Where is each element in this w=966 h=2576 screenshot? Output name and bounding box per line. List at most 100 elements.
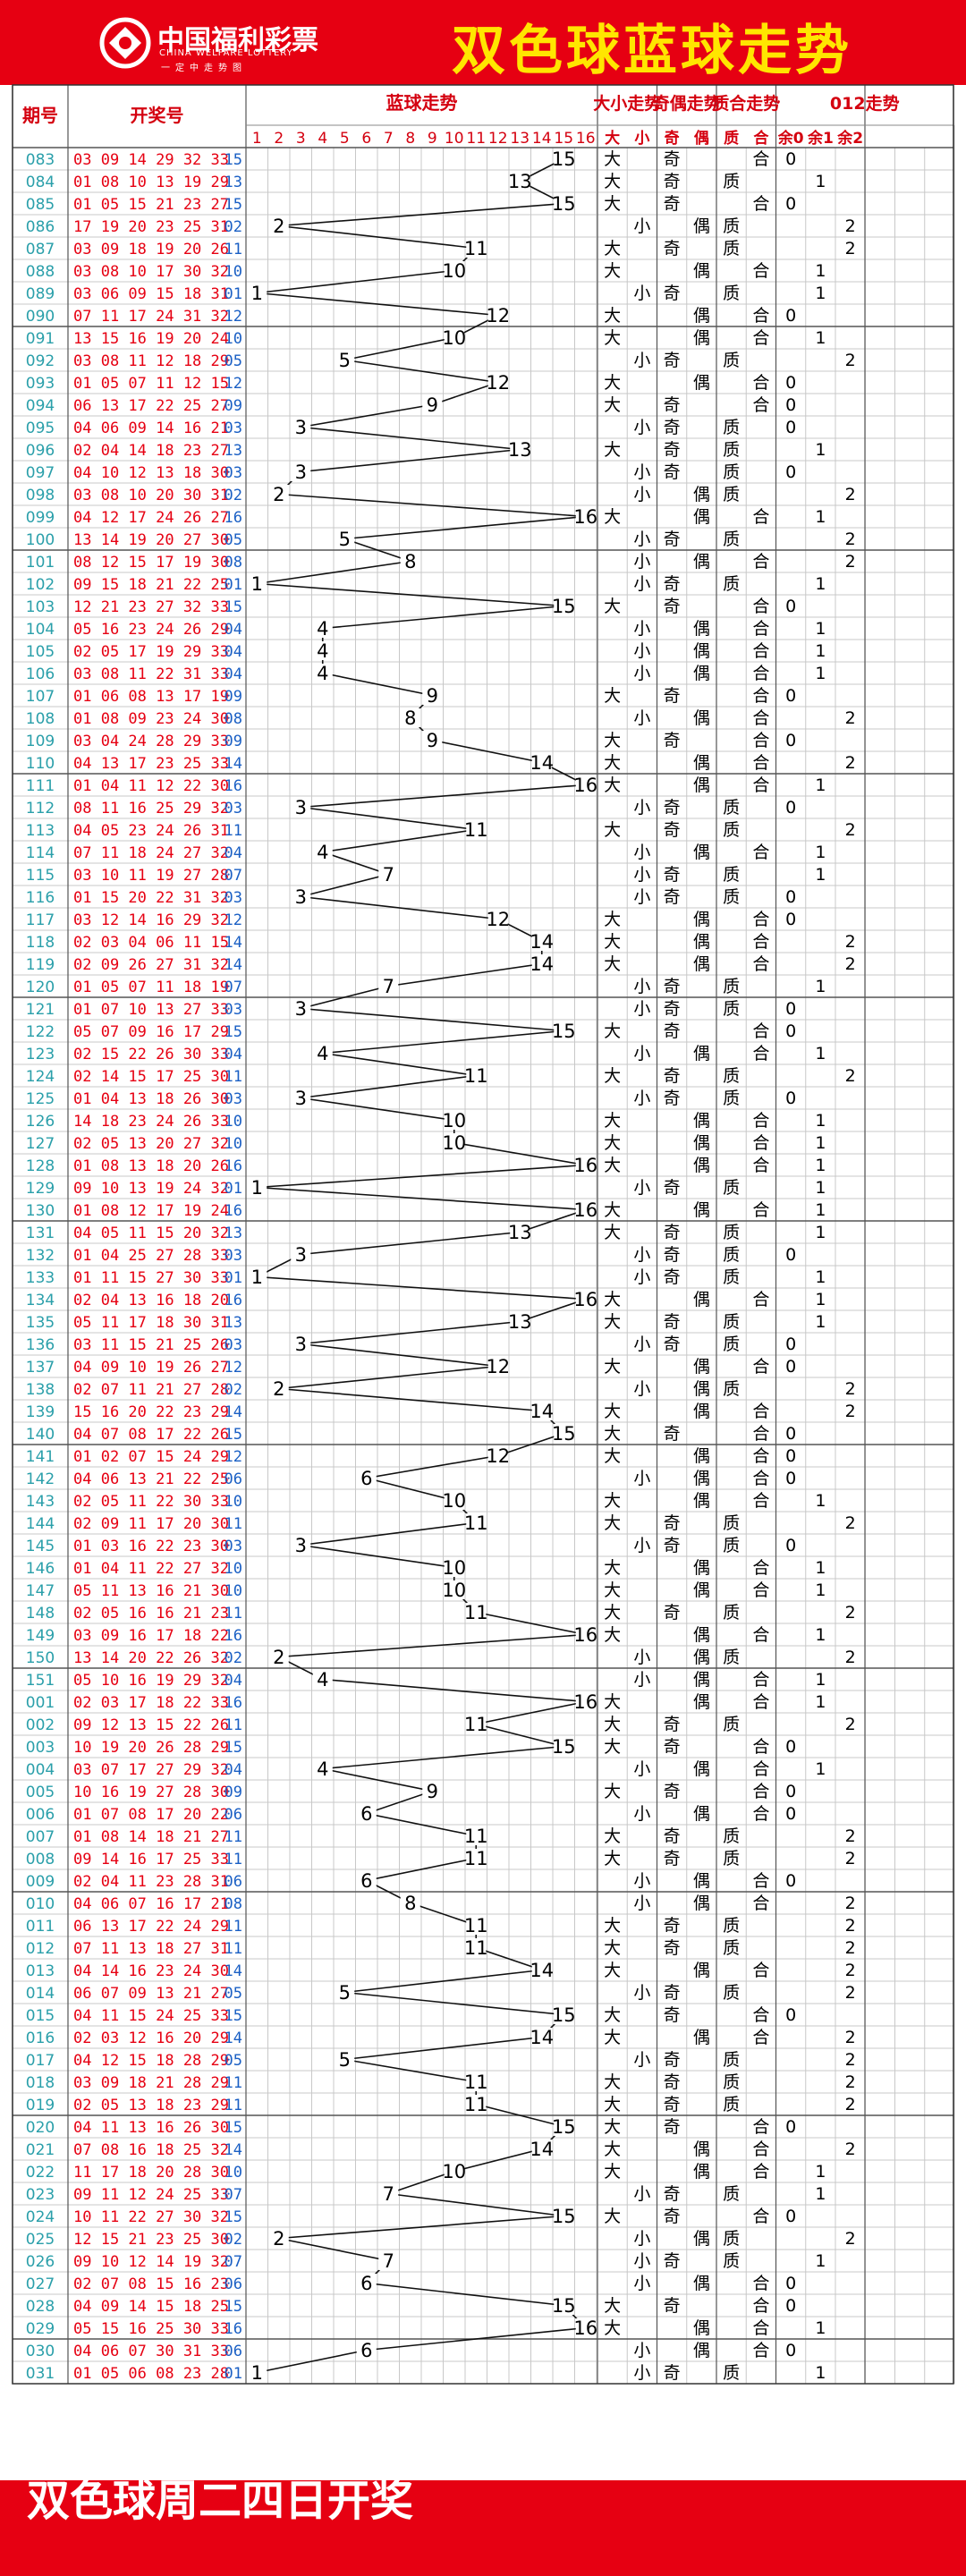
- issue-number: 135: [26, 1314, 55, 1332]
- blue-ball: 04: [225, 621, 242, 639]
- ball-marker-bg: [335, 1983, 355, 2002]
- issue-number: 024: [26, 2208, 55, 2226]
- odd-even-mark: 奇: [664, 1983, 681, 2003]
- blue-ball: 03: [225, 800, 242, 818]
- odd-even-mark: 奇: [664, 887, 681, 907]
- ball-number-tick: 5: [340, 130, 350, 148]
- footer-text: 双色球周二四日开奖: [27, 2476, 414, 2526]
- mod3-mark: 2: [845, 1402, 856, 1421]
- ball-marker-bg: [466, 1603, 487, 1622]
- odd-even-mark: 偶: [693, 843, 710, 862]
- red-balls: 12 15 21 23 25 30: [73, 2231, 229, 2249]
- prime-composite-mark: 质: [723, 485, 740, 504]
- blue-ball-marker: 11: [464, 2072, 488, 2093]
- odd-even-mark: 奇: [664, 798, 681, 818]
- red-balls: 01 08 12 17 19 24: [73, 1202, 229, 1220]
- ball-marker-bg: [378, 865, 399, 884]
- issue-number: 012: [26, 1940, 55, 1958]
- odd-even-mark: 奇: [664, 865, 681, 885]
- issue-number: 103: [26, 598, 55, 616]
- issue-number: 119: [26, 956, 55, 974]
- blue-ball: 03: [225, 419, 242, 437]
- blue-ball-marker: 11: [464, 238, 488, 259]
- mod3-mark: 1: [815, 619, 826, 639]
- blue-ball-marker: 6: [360, 2340, 372, 2361]
- mod3-mark: 0: [785, 2296, 796, 2316]
- blue-ball-marker: 4: [317, 1043, 328, 1064]
- mod3-mark: 0: [785, 1089, 796, 1108]
- ball-marker-bg: [335, 2050, 355, 2069]
- mod3-mark: 1: [815, 775, 826, 795]
- issue-number: 101: [26, 554, 55, 572]
- red-balls: 02 04 11 23 28 31: [73, 1873, 229, 1891]
- odd-even-mark: 偶: [693, 1133, 710, 1153]
- blue-ball: 06: [225, 2275, 242, 2293]
- ball-marker-bg: [378, 2251, 399, 2270]
- blue-ball-marker: 5: [339, 2049, 351, 2071]
- blue-ball: 12: [225, 308, 242, 326]
- blue-ball: 14: [225, 1403, 242, 1421]
- issue-number: 015: [26, 2007, 55, 2025]
- issue-number: 129: [26, 1180, 55, 1198]
- odd-even-mark: 偶: [693, 910, 710, 929]
- red-balls: 02 05 11 22 30 33: [73, 1493, 229, 1511]
- blue-ball: 12: [225, 911, 242, 929]
- prime-composite-mark: 合: [752, 149, 769, 169]
- odd-even-mark: 偶: [693, 485, 710, 504]
- blue-ball: 10: [225, 1560, 242, 1578]
- mod3-mark: 2: [845, 2050, 856, 2070]
- prime-composite-mark: 质: [723, 1826, 740, 1846]
- ball-marker-bg: [422, 731, 443, 750]
- big-small-mark: 大: [604, 731, 621, 750]
- red-balls: 04 05 23 24 26 31: [73, 822, 229, 840]
- prime-composite-mark: 合: [752, 306, 769, 326]
- prime-composite-mark: 质: [723, 1379, 740, 1399]
- big-small-mark: 小: [633, 2050, 650, 2070]
- blue-ball-marker: 10: [442, 1580, 466, 1601]
- mod3-mark: 2: [845, 1648, 856, 1667]
- mod3-mark: 0: [785, 1871, 796, 1891]
- prime-composite-mark: 质: [723, 820, 740, 840]
- blue-ball-marker: 15: [552, 1423, 576, 1445]
- prime-composite-mark: 合: [752, 1692, 769, 1712]
- mod3-mark: 2: [845, 2072, 856, 2092]
- issue-number: 147: [26, 1582, 55, 1600]
- ball-marker-bg: [268, 1379, 289, 1398]
- prime-composite-mark: 合: [752, 1737, 769, 1757]
- red-balls: 07 11 17 24 31 32: [73, 308, 229, 326]
- mod3-mark: 0: [785, 910, 796, 929]
- ball-marker-bg: [356, 1804, 377, 1823]
- issue-number: 128: [26, 1157, 55, 1175]
- mod3-mark: 2: [845, 1379, 856, 1399]
- red-balls: 01 05 07 11 12 15: [73, 375, 229, 393]
- issue-number: 093: [26, 375, 55, 393]
- red-balls: 01 05 06 08 23 28: [73, 2365, 229, 2383]
- mod3-mark: 2: [845, 1961, 856, 1980]
- issue-number: 122: [26, 1023, 55, 1041]
- prime-composite-mark: 质: [723, 2251, 740, 2271]
- blue-ball: 07: [225, 867, 242, 885]
- logo-slogan: 一定中走势图: [161, 64, 247, 73]
- prime-composite-mark: 合: [752, 1871, 769, 1891]
- issue-number: 105: [26, 643, 55, 661]
- mod3-mark: 2: [845, 1603, 856, 1623]
- red-balls: 09 14 16 17 25 33: [73, 1851, 229, 1868]
- mod3-mark: 2: [845, 1983, 856, 2003]
- big-small-mark: 小: [633, 1335, 650, 1354]
- big-small-mark: 大: [604, 1021, 621, 1041]
- red-balls: 03 11 15 21 25 26: [73, 1336, 229, 1354]
- mod3-mark: 0: [785, 2005, 796, 2025]
- mod3-mark: 0: [785, 149, 796, 169]
- blue-ball: 08: [225, 1895, 242, 1913]
- red-balls: 03 07 17 27 29 32: [73, 1761, 229, 1779]
- ball-marker-bg: [554, 1424, 574, 1443]
- prime-composite-mark: 合: [752, 1200, 769, 1220]
- blue-ball-marker: 7: [383, 976, 394, 997]
- mod3-mark: 1: [815, 507, 826, 527]
- odd-even-mark: 偶: [693, 552, 710, 572]
- ball-marker-bg: [575, 1290, 596, 1309]
- blue-ball-marker: 14: [530, 752, 554, 774]
- blue-ball-marker: 15: [552, 2295, 576, 2317]
- blue-ball: 09: [225, 733, 242, 750]
- big-small-mark: 小: [633, 1536, 650, 1555]
